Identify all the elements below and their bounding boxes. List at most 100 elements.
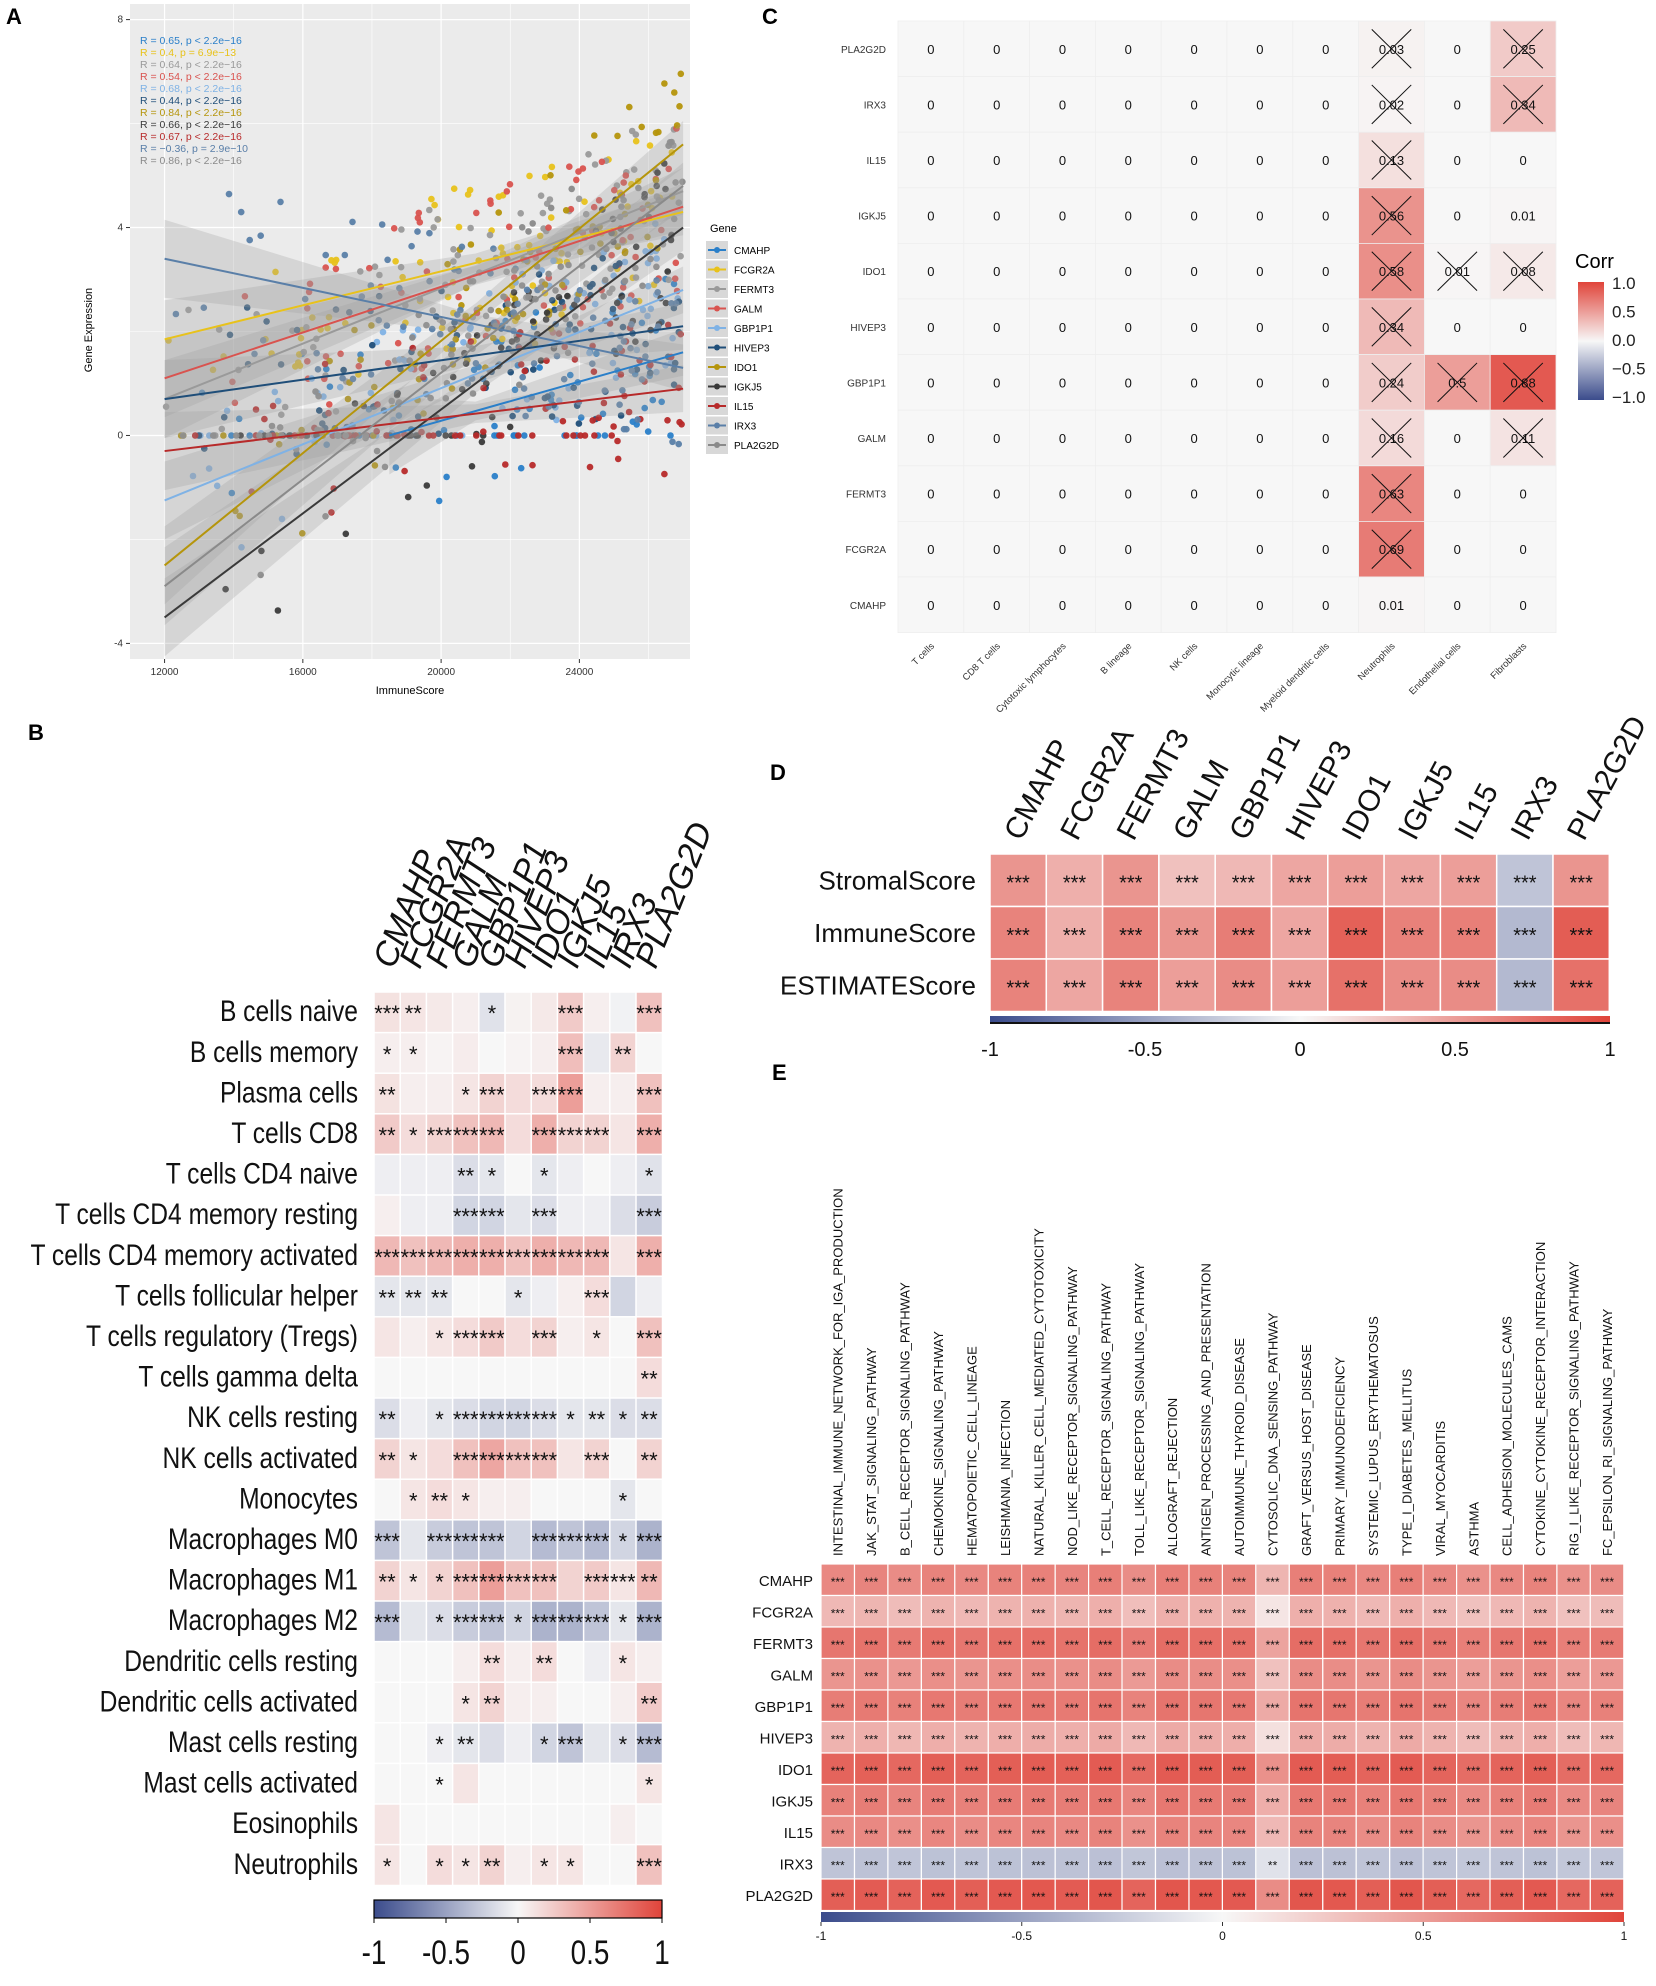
heatmap-e-significance: *** bbox=[1533, 1701, 1547, 1715]
heatmap-b-cell bbox=[556, 1153, 585, 1197]
scatter-point bbox=[503, 268, 510, 276]
plot-b-row-labels: B cells naive B cells memory Plasma cells T… bbox=[30, 994, 358, 1881]
stats-text: R = 0.44, p < 2.2e−16 bbox=[140, 95, 242, 107]
scatter-point bbox=[486, 231, 494, 239]
plot-c-cells: 00000000.0300.2500000000.0200.3400000000… bbox=[897, 20, 1557, 633]
heatmap-e-significance: *** bbox=[1366, 1638, 1380, 1652]
heatmap-b-cell bbox=[399, 1640, 428, 1684]
heatmap-e-significance: *** bbox=[1533, 1575, 1547, 1589]
scatter-point bbox=[231, 399, 239, 407]
scatter-point bbox=[514, 243, 521, 251]
heatmap-e-significance: *** bbox=[864, 1701, 878, 1715]
heatmap-e-significance: *** bbox=[931, 1764, 945, 1778]
heatmap-b-significance: *** bbox=[374, 1610, 400, 1635]
heatmap-b-cell bbox=[530, 991, 559, 1034]
heatmap-d-row-label: StromalScore bbox=[819, 865, 977, 895]
scatter-point bbox=[369, 341, 376, 349]
scatter-point bbox=[653, 255, 660, 262]
scatter-point bbox=[332, 306, 340, 313]
scatter-point bbox=[299, 530, 306, 537]
heatmap-e-significance: *** bbox=[1031, 1827, 1045, 1841]
heatmap-e-significance: *** bbox=[1132, 1795, 1146, 1809]
heatmap-b-significance: *** bbox=[427, 1245, 453, 1270]
heatmap-b-significance: *** bbox=[479, 1204, 505, 1229]
heatmap-e-significance: *** bbox=[1266, 1764, 1280, 1778]
heatmap-c-value: 0 bbox=[1190, 264, 1197, 279]
heatmap-e-significance: *** bbox=[1466, 1764, 1480, 1778]
scatter-point bbox=[542, 316, 550, 323]
scatter-point bbox=[536, 232, 544, 240]
heatmap-e-significance: *** bbox=[964, 1669, 978, 1683]
scatter-point bbox=[632, 253, 639, 261]
heatmap-b-significance: * bbox=[619, 1610, 628, 1635]
heatmap-d-column-label: IDO1 bbox=[1336, 768, 1398, 845]
heatmap-d-significance: *** bbox=[1063, 925, 1087, 947]
heatmap-b-cell bbox=[451, 1762, 480, 1806]
heatmap-b-cell bbox=[373, 1356, 402, 1400]
scatter-point bbox=[209, 366, 217, 374]
heatmap-c-value: 0 bbox=[1256, 264, 1263, 279]
heatmap-e-significance: *** bbox=[1065, 1606, 1079, 1620]
heatmap-e-significance: *** bbox=[1433, 1638, 1447, 1652]
heatmap-e-significance: *** bbox=[1500, 1795, 1514, 1809]
scatter-point bbox=[438, 324, 446, 332]
heatmap-b-cell bbox=[399, 1072, 428, 1115]
heatmap-c-value: 0 bbox=[1190, 153, 1197, 168]
scatter-point bbox=[263, 318, 270, 325]
heatmap-c-value: 0 bbox=[993, 42, 1000, 57]
heatmap-b-cell bbox=[556, 1194, 585, 1237]
scatter-point bbox=[456, 432, 464, 439]
scatter-point bbox=[577, 432, 584, 439]
heatmap-b-significance: *** bbox=[558, 1001, 584, 1026]
scatter-point bbox=[566, 163, 573, 170]
heatmap-b-cell bbox=[478, 1722, 507, 1765]
heatmap-e-significance: *** bbox=[1065, 1764, 1079, 1778]
scatter-point bbox=[547, 204, 555, 212]
heatmap-b-cell bbox=[425, 1437, 454, 1481]
heatmap-e-significance: *** bbox=[1433, 1795, 1447, 1809]
scatter-point bbox=[537, 192, 545, 199]
heatmap-e-significance: *** bbox=[931, 1575, 945, 1589]
heatmap-e-significance: *** bbox=[1199, 1638, 1213, 1652]
heatmap-c-value: 0 bbox=[1059, 542, 1066, 557]
panel-c: C 00000000.0300.2500000000.0200.34000000… bbox=[762, 4, 1646, 716]
colorbar-d-tick-label: 0 bbox=[1294, 1039, 1305, 1061]
heatmap-e-significance: *** bbox=[1399, 1890, 1413, 1904]
heatmap-b-cell bbox=[425, 991, 454, 1034]
heatmap-e-significance: *** bbox=[1098, 1606, 1112, 1620]
scatter-point bbox=[565, 385, 572, 392]
scatter-point bbox=[658, 226, 665, 234]
colorbar-d-tick-label: -1 bbox=[981, 1039, 999, 1061]
heatmap-e-significance: *** bbox=[1232, 1732, 1246, 1746]
heatmap-e-significance: *** bbox=[1031, 1764, 1045, 1778]
heatmap-b-significance: *** bbox=[531, 1448, 557, 1473]
scatter-point bbox=[275, 441, 283, 448]
scatter-point bbox=[661, 80, 668, 87]
scatter-point bbox=[644, 233, 651, 241]
plot-e-column-labels: INTESTINAL_IMMUNE_NETWORK_FOR_IGA_PRODUC… bbox=[831, 1188, 1615, 1556]
heatmap-e-significance: *** bbox=[1600, 1638, 1614, 1652]
heatmap-b-cell bbox=[635, 1803, 664, 1846]
scatter-point bbox=[548, 163, 556, 171]
scatter-point bbox=[662, 299, 670, 307]
scatter-point bbox=[367, 389, 375, 397]
heatmap-e-significance: *** bbox=[1065, 1795, 1079, 1809]
heatmap-d-significance: *** bbox=[1570, 872, 1594, 894]
scatter-point bbox=[646, 142, 654, 149]
heatmap-e-column-label: GRAFT_VERSUS_HOST_DISEASE bbox=[1299, 1344, 1314, 1556]
scatter-point bbox=[664, 417, 671, 424]
heatmap-e-column-label: NATURAL_KILLER_CELL_MEDIATED_CYTOTOXICIT… bbox=[1031, 1228, 1046, 1556]
scatter-point bbox=[238, 544, 245, 551]
heatmap-b-cell bbox=[556, 1762, 585, 1806]
scatter-point bbox=[414, 413, 422, 420]
scatter-point bbox=[612, 374, 620, 382]
heatmap-e-significance: *** bbox=[831, 1575, 845, 1589]
scatter-point bbox=[323, 365, 330, 373]
scatter-point bbox=[468, 463, 476, 470]
heatmap-c-row-label: HIVEP3 bbox=[850, 323, 886, 334]
heatmap-b-cell bbox=[451, 991, 480, 1034]
heatmap-b-significance: ** bbox=[431, 1488, 449, 1513]
heatmap-e-significance: *** bbox=[1266, 1701, 1280, 1715]
scatter-point bbox=[627, 233, 634, 241]
panel-a: A R = 0.65, p < 2.2e−16R = 0.4, p = 6.9e… bbox=[6, 4, 779, 697]
